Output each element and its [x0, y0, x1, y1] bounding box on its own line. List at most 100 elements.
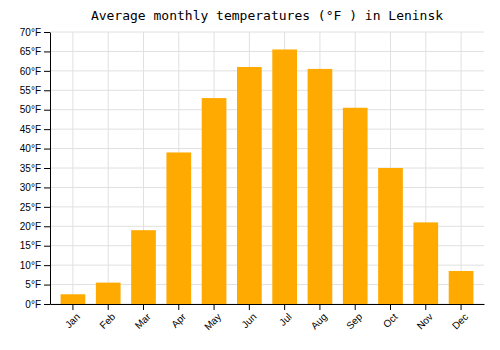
- bar: [378, 168, 403, 304]
- grid-line: [461, 32, 462, 304]
- bar: [96, 283, 121, 304]
- tick-mark: [143, 304, 144, 310]
- tick: Mar: [133, 304, 153, 331]
- tick-label: Sep: [344, 311, 365, 332]
- tick-label: 55°F: [20, 85, 41, 96]
- tick-label: Aug: [309, 311, 329, 331]
- tick: Sep: [344, 304, 365, 331]
- tick-mark: [44, 51, 50, 52]
- tick: Oct: [381, 304, 400, 330]
- tick-mark: [44, 226, 50, 227]
- tick-label: 5°F: [25, 279, 41, 290]
- tick-label: Jun: [239, 311, 258, 330]
- tick-mark: [44, 71, 50, 72]
- tick-mark: [355, 304, 356, 310]
- tick: 35°F: [20, 163, 50, 174]
- tick: 65°F: [20, 46, 50, 57]
- grid-line: [50, 70, 484, 71]
- tick-mark: [44, 187, 50, 188]
- tick-label: 10°F: [20, 260, 41, 271]
- bars: [61, 49, 474, 304]
- grid-line: [72, 32, 73, 304]
- tick-label: Feb: [97, 311, 117, 331]
- tick-mark: [44, 207, 50, 208]
- plot: 0°F 5°F 10°F 15°F 20°F 25°F 30°F 35°F 40°F 45°F 50…: [20, 27, 485, 333]
- axis-line: [50, 33, 51, 305]
- tick-mark: [461, 304, 462, 310]
- bar: [61, 294, 86, 304]
- tick-mark: [44, 246, 50, 247]
- tick: Jan: [63, 304, 82, 330]
- x-axis: Jan Feb Mar Apr May Jun Jul Aug Sep Oct Nov Dec: [51, 304, 485, 332]
- tick: Jun: [239, 304, 258, 330]
- tick: 10°F: [20, 260, 50, 271]
- tick: Apr: [169, 304, 188, 330]
- tick-label: May: [202, 311, 223, 332]
- tick-mark: [390, 304, 391, 310]
- bar: [449, 271, 474, 304]
- grid-line: [50, 168, 484, 169]
- tick: 60°F: [20, 66, 50, 77]
- bar: [131, 230, 156, 304]
- tick-mark: [44, 285, 50, 286]
- tick-label: 45°F: [20, 124, 41, 135]
- grid-line: [50, 148, 484, 149]
- tick-mark: [44, 32, 50, 33]
- tick: 50°F: [20, 104, 50, 115]
- tick-mark: [44, 129, 50, 130]
- tick-mark: [44, 168, 50, 169]
- grid-line: [50, 129, 484, 130]
- tick: 30°F: [20, 182, 50, 193]
- tick-label: Jul: [277, 311, 294, 328]
- tick-mark: [319, 304, 320, 310]
- tick-mark: [44, 304, 50, 305]
- tick: 5°F: [25, 279, 50, 290]
- tick-mark: [44, 265, 50, 266]
- tick: 40°F: [20, 143, 50, 154]
- tick-mark: [44, 110, 50, 111]
- tick-label: 20°F: [20, 221, 41, 232]
- tick-mark: [44, 90, 50, 91]
- tick: 0°F: [25, 299, 50, 310]
- bar: [343, 108, 368, 304]
- tick: 25°F: [20, 202, 50, 213]
- tick-mark: [44, 149, 50, 150]
- tick: Feb: [97, 304, 117, 331]
- tick-label: 65°F: [20, 46, 41, 57]
- tick-mark: [249, 304, 250, 310]
- bar: [413, 222, 438, 304]
- tick-mark: [108, 304, 109, 310]
- grid-line: [50, 90, 484, 91]
- tick-label: Oct: [381, 311, 400, 330]
- tick-label: Jan: [63, 311, 82, 330]
- tick-label: Dec: [450, 311, 470, 331]
- tick: 45°F: [20, 124, 50, 135]
- tick-label: 0°F: [25, 299, 41, 310]
- tick-label: 50°F: [20, 104, 41, 115]
- bar: [237, 67, 262, 304]
- tick: 20°F: [20, 221, 50, 232]
- tick-label: 40°F: [20, 143, 41, 154]
- tick-label: Apr: [169, 311, 188, 330]
- tick: 15°F: [20, 240, 50, 251]
- tick-label: 30°F: [20, 182, 41, 193]
- tick: Dec: [450, 304, 470, 331]
- tick-label: 35°F: [20, 163, 41, 174]
- tick-label: Nov: [415, 311, 435, 331]
- bar: [166, 152, 191, 304]
- tick-label: 25°F: [20, 202, 41, 213]
- tick-mark: [425, 304, 426, 310]
- grid-line: [50, 206, 484, 207]
- chart: 0°F 5°F 10°F 15°F 20°F 25°F 30°F 35°F 40°F 45°F 50…: [0, 0, 500, 350]
- axis-line: [51, 304, 485, 305]
- tick-label: 15°F: [20, 240, 41, 251]
- tick-mark: [178, 304, 179, 310]
- tick: 55°F: [20, 85, 50, 96]
- bar: [308, 69, 333, 304]
- grid-line: [50, 187, 484, 188]
- tick: Jul: [277, 304, 294, 328]
- y-axis: 0°F 5°F 10°F 15°F 20°F 25°F 30°F 35°F 40°F 45°F 50…: [20, 27, 51, 310]
- tick: Nov: [415, 304, 435, 331]
- tick: May: [202, 304, 223, 332]
- title: Average monthly temperatures (°F ) in Le…: [91, 8, 443, 23]
